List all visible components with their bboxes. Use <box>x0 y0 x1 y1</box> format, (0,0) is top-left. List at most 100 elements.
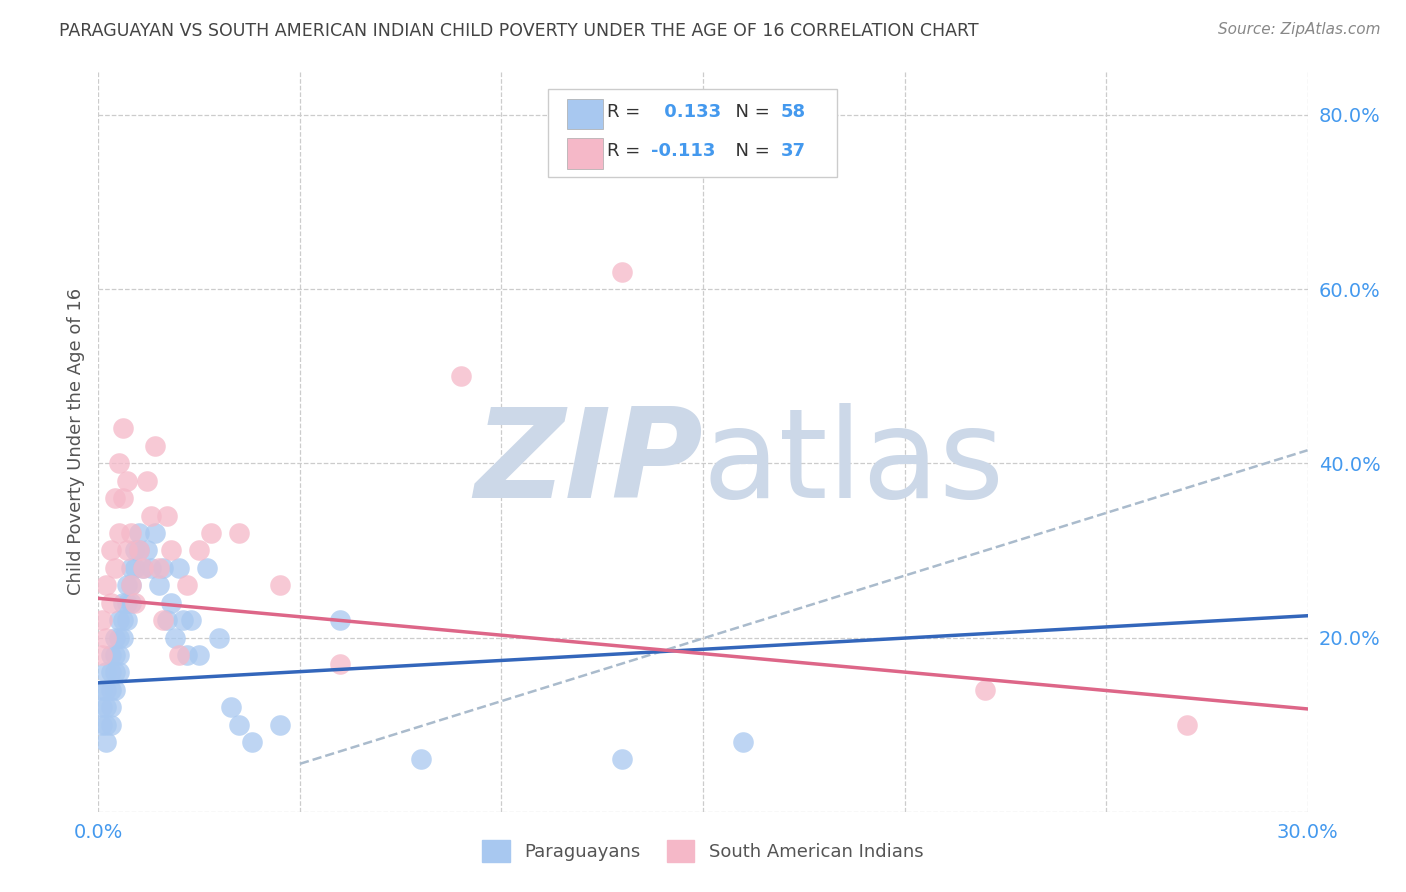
Point <box>96 735 118 749</box>
Text: atlas: atlas <box>703 403 1005 524</box>
Point <box>107 648 129 662</box>
Point <box>115 578 138 592</box>
Text: ZIP: ZIP <box>474 403 703 524</box>
Point <box>167 648 190 662</box>
Point <box>111 613 134 627</box>
Point <box>132 561 155 575</box>
Point <box>172 613 194 627</box>
Point <box>115 596 138 610</box>
Point <box>103 665 125 680</box>
Point <box>152 613 174 627</box>
Text: 58: 58 <box>780 103 806 120</box>
Point <box>103 648 125 662</box>
Text: N =: N = <box>724 142 776 160</box>
Point <box>115 543 138 558</box>
Text: Source: ZipAtlas.com: Source: ZipAtlas.com <box>1218 22 1381 37</box>
Point <box>612 265 634 279</box>
Point <box>329 657 352 671</box>
Point <box>128 543 150 558</box>
Point <box>148 561 170 575</box>
Point <box>139 561 162 575</box>
Point <box>100 717 122 731</box>
Point <box>974 682 997 697</box>
Point <box>120 578 142 592</box>
Point <box>132 561 155 575</box>
Point <box>188 648 211 662</box>
Point <box>96 578 118 592</box>
Legend: Paraguayans, South American Indians: Paraguayans, South American Indians <box>475 833 931 870</box>
Point <box>96 665 118 680</box>
Point <box>152 561 174 575</box>
Point <box>124 543 146 558</box>
Point <box>176 578 198 592</box>
Point <box>103 491 125 505</box>
Point <box>269 578 291 592</box>
Point <box>111 491 134 505</box>
Point <box>409 752 432 766</box>
Point <box>135 543 157 558</box>
Point <box>107 613 129 627</box>
Point <box>107 526 129 541</box>
Point <box>228 717 250 731</box>
Point <box>100 700 122 714</box>
Text: PARAGUAYAN VS SOUTH AMERICAN INDIAN CHILD POVERTY UNDER THE AGE OF 16 CORRELATIO: PARAGUAYAN VS SOUTH AMERICAN INDIAN CHIL… <box>59 22 979 40</box>
Point <box>195 561 218 575</box>
Point <box>269 717 291 731</box>
Text: 0.133: 0.133 <box>658 103 721 120</box>
Point <box>111 596 134 610</box>
Point <box>128 543 150 558</box>
Point <box>120 561 142 575</box>
Point <box>107 456 129 470</box>
Point <box>103 631 125 645</box>
Point <box>135 474 157 488</box>
Point <box>167 561 190 575</box>
Point <box>96 717 118 731</box>
Point <box>733 735 755 749</box>
Point <box>96 700 118 714</box>
Point <box>148 578 170 592</box>
Point <box>111 421 134 435</box>
Point <box>329 613 352 627</box>
Point <box>100 543 122 558</box>
Point <box>156 613 179 627</box>
Point <box>208 631 231 645</box>
Point <box>103 561 125 575</box>
Text: R =: R = <box>607 142 647 160</box>
Point <box>1175 717 1198 731</box>
Text: N =: N = <box>724 103 776 120</box>
Point <box>96 682 118 697</box>
Point <box>115 613 138 627</box>
Point <box>143 526 166 541</box>
Point <box>120 578 142 592</box>
Point <box>91 648 114 662</box>
Point <box>120 596 142 610</box>
Point <box>156 508 179 523</box>
Text: 37: 37 <box>780 142 806 160</box>
Point <box>107 631 129 645</box>
Point <box>100 596 122 610</box>
Text: -0.113: -0.113 <box>651 142 716 160</box>
Text: R =: R = <box>607 103 647 120</box>
Point <box>143 439 166 453</box>
Point <box>124 596 146 610</box>
Point <box>176 648 198 662</box>
Point <box>100 682 122 697</box>
Point <box>100 665 122 680</box>
Point <box>160 596 183 610</box>
Point <box>188 543 211 558</box>
Point <box>91 613 114 627</box>
Point <box>124 561 146 575</box>
Point <box>115 474 138 488</box>
Point <box>103 682 125 697</box>
Point <box>111 631 134 645</box>
Point <box>139 508 162 523</box>
Point <box>91 700 114 714</box>
Point <box>96 631 118 645</box>
Point <box>163 631 186 645</box>
Point <box>160 543 183 558</box>
Point <box>107 665 129 680</box>
Point <box>450 369 472 384</box>
Point <box>120 526 142 541</box>
Point <box>91 682 114 697</box>
Point <box>221 700 243 714</box>
